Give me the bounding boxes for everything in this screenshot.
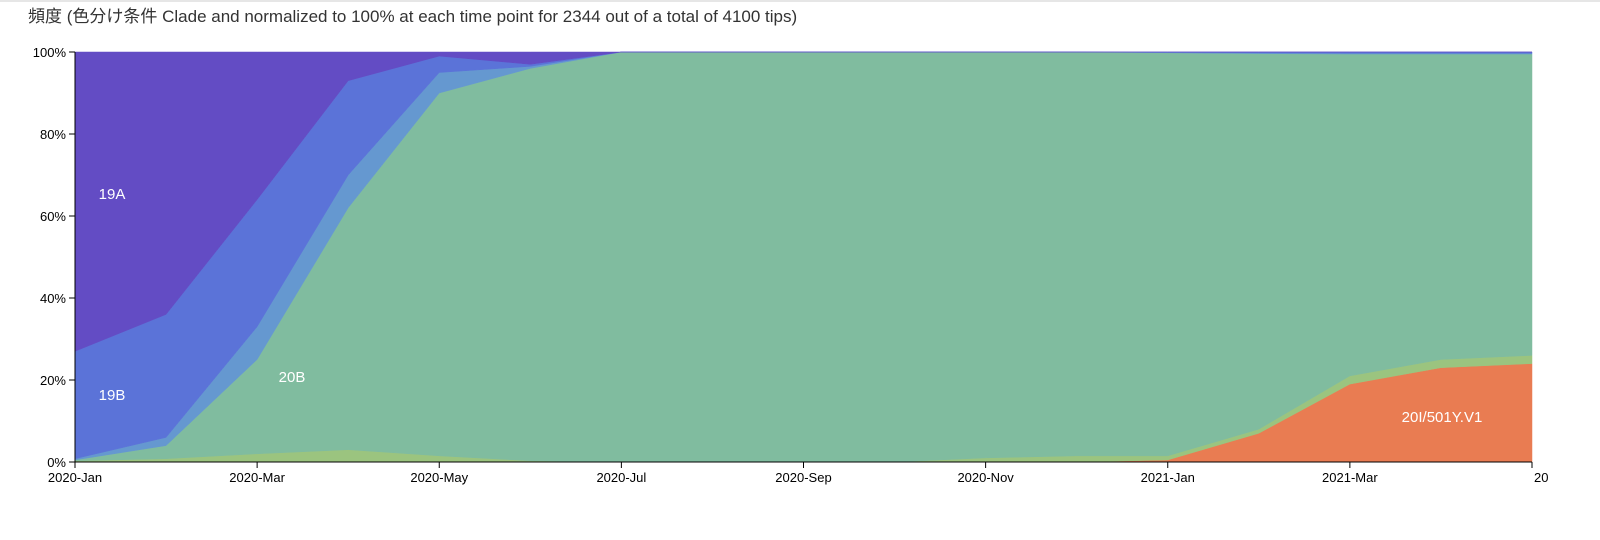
x-tick-label: 2021-Mar (1322, 470, 1378, 485)
series-label: 20I/501Y.V1 (1402, 409, 1483, 426)
series-label: 20B (279, 369, 306, 386)
x-tick-label: 2021-Jan (1141, 470, 1195, 485)
area (74, 51, 1532, 352)
y-tick-label: 80% (40, 127, 66, 142)
x-tick-label: 2020-May (410, 470, 468, 485)
y-tick-label: 40% (40, 291, 66, 306)
x-tick-label: 20 (1534, 470, 1548, 485)
x-tick-label: 2020-Jul (596, 470, 646, 485)
series-label: 19B (99, 387, 126, 404)
series-label: 19A (99, 186, 126, 203)
x-tick-label: 2020-Mar (229, 470, 285, 485)
y-tick-label: 100% (33, 45, 67, 60)
y-tick-label: 20% (40, 373, 66, 388)
chart-title: 頻度 (色分け条件 Clade and normalized to 100% a… (28, 7, 797, 26)
x-tick-label: 2020-Sep (775, 470, 831, 485)
y-tick-label: 60% (40, 209, 66, 224)
x-tick-label: 2020-Nov (957, 470, 1014, 485)
y-tick-label: 0% (47, 455, 66, 470)
x-tick-label: 2020-Jan (48, 470, 102, 485)
